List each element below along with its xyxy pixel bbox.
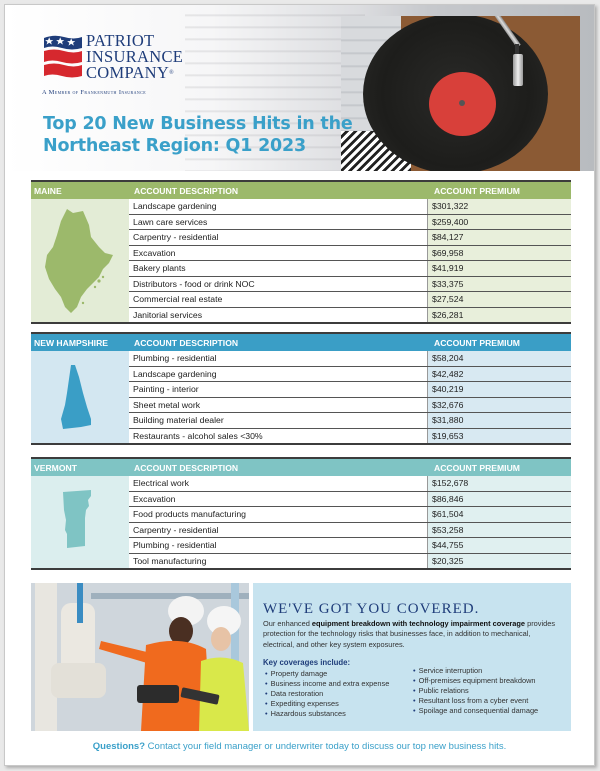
table-row: Plumbing - residential $58,204	[129, 351, 571, 367]
list-item: Data restoration	[265, 689, 389, 699]
table-rows: Landscape gardening $301,322 Lawn care se…	[129, 199, 571, 322]
table-row: Carpentry - residential $53,258	[129, 522, 571, 538]
flyer-page: PATRIOT INSURANCE COMPANY® A Member of F…	[4, 4, 595, 766]
wood-texture	[185, 5, 365, 171]
section-body: Electrical work $152,678 Excavation $86,84…	[31, 476, 571, 570]
new-hampshire-map-icon	[61, 365, 91, 429]
vinyl-record-photo	[341, 16, 580, 171]
coverage-promo: WE'VE GOT YOU COVERED. Our enhanced equi…	[31, 583, 571, 731]
table-row: Food products manufacturing $61,504	[129, 507, 571, 523]
company-tagline: A Member of Frankenmuth Insurance	[42, 89, 147, 96]
section-new-hampshire: NEW HAMPSHIRE ACCOUNT DESCRIPTION ACCOUN…	[31, 332, 571, 445]
section-body: Landscape gardening $301,322 Lawn care se…	[31, 199, 571, 324]
coverage-info-box: WE'VE GOT YOU COVERED. Our enhanced equi…	[253, 583, 571, 731]
table-row: Plumbing - residential $44,755	[129, 538, 571, 554]
table-row: Electrical work $152,678	[129, 476, 571, 492]
section-body: Plumbing - residential $58,204 Landscape …	[31, 351, 571, 445]
table-row: Sheet metal work $32,676	[129, 397, 571, 413]
state-name: MAINE	[34, 185, 62, 196]
table-row: Carpentry - residential $84,127	[129, 230, 571, 246]
table-row: Landscape gardening $301,322	[129, 199, 571, 215]
list-item: Spoilage and consequential damage	[413, 706, 539, 716]
footer-text: Contact your field manager or underwrite…	[145, 741, 507, 752]
table-row: Tool manufacturing $20,325	[129, 553, 571, 568]
workers-photo	[31, 583, 249, 731]
state-name: VERMONT	[34, 462, 77, 473]
list-item: Service interruption	[413, 666, 538, 676]
table-row: Commercial real estate $27,524	[129, 292, 571, 308]
questions-label: Questions?	[92, 741, 146, 752]
table-row: Excavation $86,846	[129, 491, 571, 507]
coverage-list-left: Property damage Business income and extr…	[265, 669, 390, 719]
list-item: Off-premises equipment breakdown	[413, 676, 538, 686]
table-row: Landscape gardening $42,482	[129, 366, 571, 382]
list-item: Public relations	[413, 686, 538, 696]
table-row: Restaurants - alcohol sales <30% $19,653	[129, 428, 571, 443]
table-row: Janitorial services $26,281	[129, 307, 571, 322]
company-name: PATRIOT INSURANCE COMPANY®	[86, 31, 184, 82]
state-name: NEW HAMPSHIRE	[34, 337, 109, 348]
section-vermont: VERMONT ACCOUNT DESCRIPTION ACCOUNT PREM…	[31, 457, 571, 570]
table-row: Lawn care services $259,400	[129, 214, 571, 230]
flag-icon	[44, 35, 82, 78]
maine-map-icon	[45, 209, 113, 313]
premium-header: ACCOUNT PREMIUM	[434, 462, 520, 473]
section-header: VERMONT ACCOUNT DESCRIPTION ACCOUNT PREM…	[31, 457, 571, 476]
table-rows: Electrical work $152,678 Excavation $86,84…	[129, 476, 571, 568]
hero-banner: PATRIOT INSURANCE COMPANY® A Member of F…	[5, 5, 594, 171]
table-row: Distributors - food or drink NOC $33,375	[129, 276, 571, 292]
footer-cta: Questions? Contact your field manager or…	[5, 741, 594, 752]
coverage-intro: Our enhanced equipment breakdown with te…	[263, 619, 556, 649]
premium-header: ACCOUNT PREMIUM	[434, 185, 520, 196]
premium-header: ACCOUNT PREMIUM	[434, 337, 520, 348]
table-row: Excavation $69,958	[129, 245, 571, 261]
list-item: Business income and extra expense	[265, 679, 390, 689]
table-rows: Plumbing - residential $58,204 Landscape …	[129, 351, 571, 443]
table-row: Building material dealer $31,880	[129, 413, 571, 429]
table-row: Painting - interior $40,219	[129, 382, 571, 398]
coverage-title: WE'VE GOT YOU COVERED.	[263, 601, 480, 617]
vermont-map-icon	[63, 490, 91, 548]
section-header: NEW HAMPSHIRE ACCOUNT DESCRIPTION ACCOUN…	[31, 332, 571, 351]
list-item: Resultant loss from a cyber event	[413, 696, 538, 706]
table-row: Bakery plants $41,919	[129, 261, 571, 277]
key-coverages-heading: Key coverages include:	[263, 658, 351, 667]
page-title: Top 20 New Business Hits in the Northeas…	[43, 114, 353, 156]
list-item: Hazardous substances	[265, 709, 389, 719]
description-header: ACCOUNT DESCRIPTION	[134, 337, 239, 348]
section-header: MAINE ACCOUNT DESCRIPTION ACCOUNT PREMIU…	[31, 180, 571, 199]
coverage-list-right: Service interruption Off-premises equipm…	[413, 666, 539, 716]
list-item: Property damage	[265, 669, 389, 679]
description-header: ACCOUNT DESCRIPTION	[134, 185, 239, 196]
list-item: Expediting expenses	[265, 699, 389, 709]
description-header: ACCOUNT DESCRIPTION	[134, 462, 239, 473]
section-maine: MAINE ACCOUNT DESCRIPTION ACCOUNT PREMIU…	[31, 180, 571, 324]
